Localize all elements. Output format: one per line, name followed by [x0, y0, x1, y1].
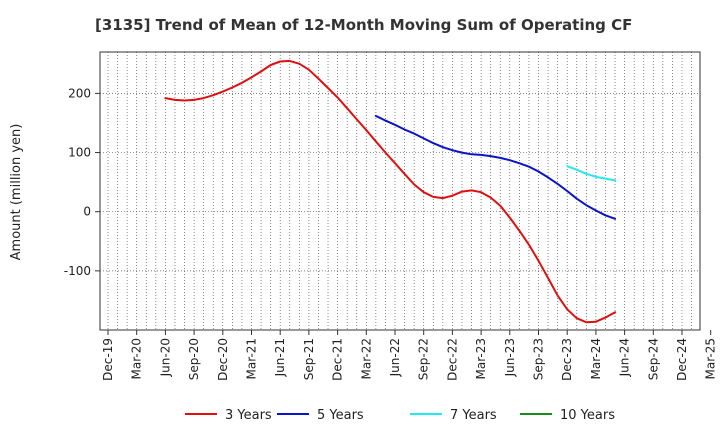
x-tick-label: Sep-23	[532, 338, 546, 380]
series-lines	[164, 59, 617, 324]
x-tick-label: Dec-22	[445, 338, 459, 381]
x-tick-label: Dec-20	[216, 338, 230, 381]
x-tick-label: Mar-23	[474, 338, 488, 379]
grid	[100, 52, 700, 330]
chart-title: [3135] Trend of Mean of 12-Month Moving …	[95, 16, 632, 34]
x-tick-label: Jun-23	[503, 338, 517, 377]
x-tick-label: Jun-24	[618, 338, 632, 377]
series-line-7-years	[566, 165, 617, 182]
x-tick-label: Mar-21	[245, 338, 259, 379]
legend-label: 7 Years	[450, 408, 497, 423]
y-tick-label: 200	[68, 86, 91, 100]
x-tick-label: Dec-23	[560, 338, 574, 381]
legend: 3 Years 5 Years 7 Years 10 Years	[185, 408, 615, 423]
x-tick-label: Sep-21	[302, 338, 316, 380]
x-tick-label: Dec-21	[331, 338, 345, 381]
x-tick-label: Jun-20	[158, 338, 172, 377]
x-tick-label: Mar-20	[130, 338, 144, 379]
legend-label: 5 Years	[317, 408, 364, 423]
y-axis-label: Amount (million yen)	[9, 124, 24, 261]
y-tick-label: -100	[64, 264, 91, 278]
x-tick-label: Sep-24	[646, 338, 660, 380]
x-tick-label: Dec-19	[101, 338, 115, 381]
x-tick-label: Dec-24	[675, 338, 689, 381]
x-tick-label: Sep-20	[187, 338, 201, 380]
legend-label: 10 Years	[560, 408, 615, 423]
x-tick-label: Mar-24	[589, 338, 603, 379]
series-line-5-years	[374, 114, 617, 220]
x-axis-ticks: Dec-19 Mar-20 Jun-20 Sep-20 Dec-20 Mar-21 Jun-…	[101, 330, 718, 381]
y-axis-ticks: -100 0 100 200	[64, 86, 100, 278]
plot-area	[99, 51, 701, 331]
x-tick-label: Sep-22	[417, 338, 431, 380]
x-tick-label: Jun-21	[273, 338, 287, 377]
x-tick-label: Jun-22	[388, 338, 402, 377]
x-tick-label: Mar-22	[359, 338, 373, 379]
legend-label: 3 Years	[225, 408, 272, 423]
x-tick-label: Mar-25	[704, 338, 718, 379]
y-tick-label: 0	[83, 205, 91, 219]
y-tick-label: 100	[68, 146, 91, 160]
series-line-3-years	[164, 59, 617, 324]
